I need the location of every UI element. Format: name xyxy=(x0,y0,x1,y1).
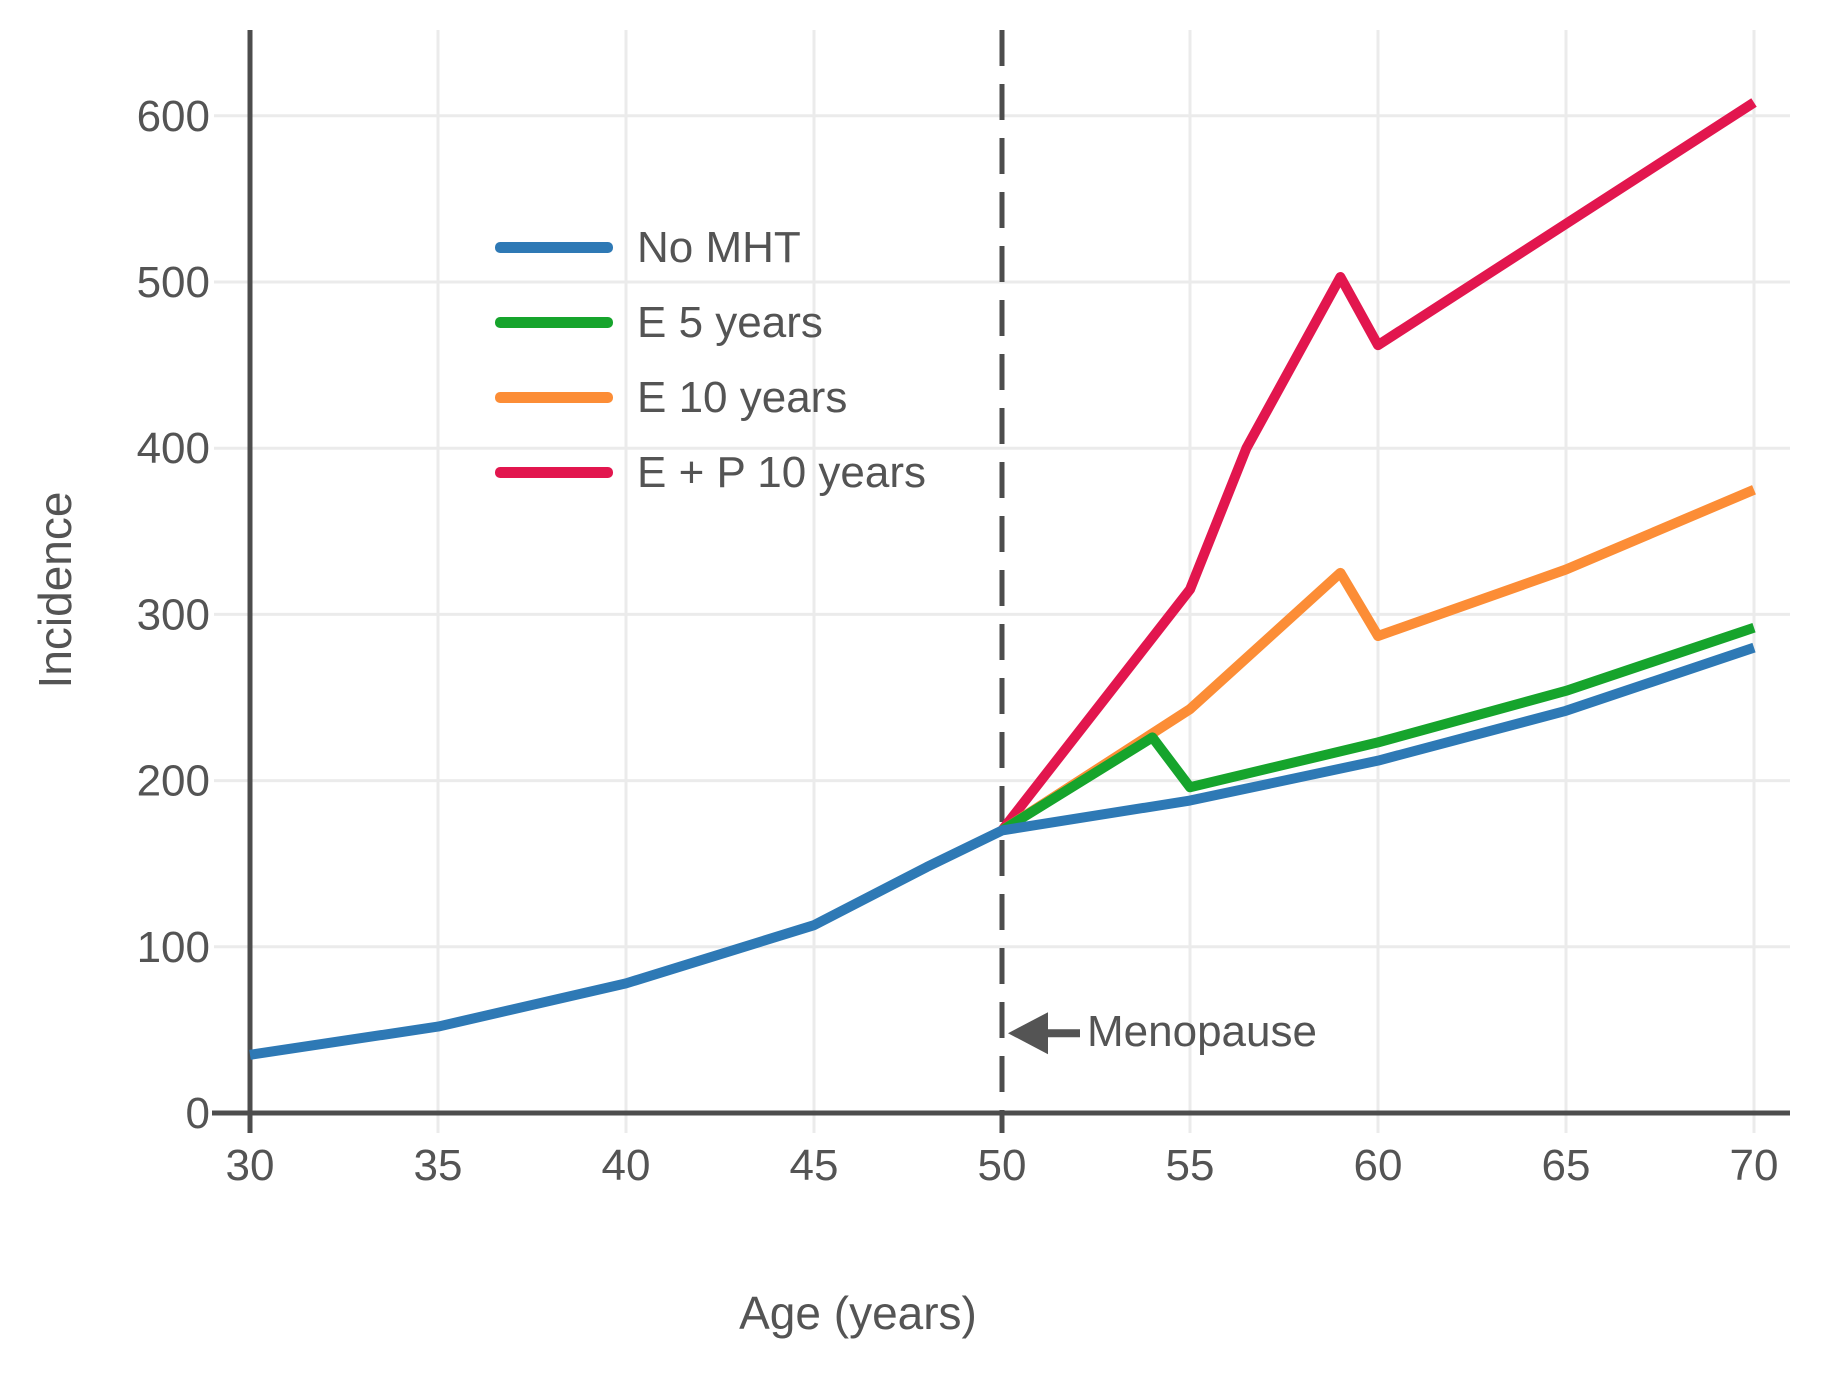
y-tick-label: 100 xyxy=(137,923,210,972)
legend-item: E 10 years xyxy=(495,360,926,435)
x-tick-label: 45 xyxy=(790,1141,839,1190)
series-line-e-p-10-years xyxy=(998,98,1757,834)
legend-label: E + P 10 years xyxy=(637,447,927,497)
legend-label: E 5 years xyxy=(637,297,823,347)
legend-swatch-e-10-years xyxy=(495,392,613,403)
y-axis-label: Incidence xyxy=(29,491,81,689)
y-tick-label: 300 xyxy=(137,590,210,639)
left-arrow-head-icon xyxy=(1008,1012,1048,1055)
legend-item: No MHT xyxy=(495,210,926,285)
x-tick-label: 35 xyxy=(414,1141,463,1190)
series-line-e-10-years xyxy=(999,485,1756,835)
x-tick-label: 30 xyxy=(226,1141,275,1190)
legend: No MHT E 5 years E 10 years E + P 10 yea… xyxy=(495,210,926,510)
legend-label: E 10 years xyxy=(637,372,848,422)
legend-swatch-no-mht xyxy=(495,242,613,253)
y-tick-label: 400 xyxy=(137,424,210,473)
legend-swatch-e-5-years xyxy=(495,317,613,328)
legend-label: No MHT xyxy=(637,222,801,272)
legend-item: E 5 years xyxy=(495,285,926,360)
legend-item: E + P 10 years xyxy=(495,435,926,510)
menopause-annotation-text: Menopause xyxy=(1087,1007,1317,1056)
x-axis-label: Age (years) xyxy=(739,1287,977,1339)
legend-swatch-e-p-10-years xyxy=(495,467,613,478)
y-tick-label: 0 xyxy=(186,1089,210,1138)
y-tick-label: 600 xyxy=(137,92,210,141)
x-tick-label: 65 xyxy=(1542,1141,1591,1190)
x-tick-label: 40 xyxy=(602,1141,651,1190)
x-tick-label: 50 xyxy=(978,1141,1027,1190)
x-tick-label: 60 xyxy=(1354,1141,1403,1190)
y-tick-label: 200 xyxy=(137,757,210,806)
x-tick-label: 55 xyxy=(1166,1141,1215,1190)
series-line-no-mht xyxy=(249,642,1756,1060)
y-tick-label: 500 xyxy=(137,258,210,307)
x-tick-label: 70 xyxy=(1730,1141,1779,1190)
series-line-e-5-years xyxy=(999,622,1756,835)
